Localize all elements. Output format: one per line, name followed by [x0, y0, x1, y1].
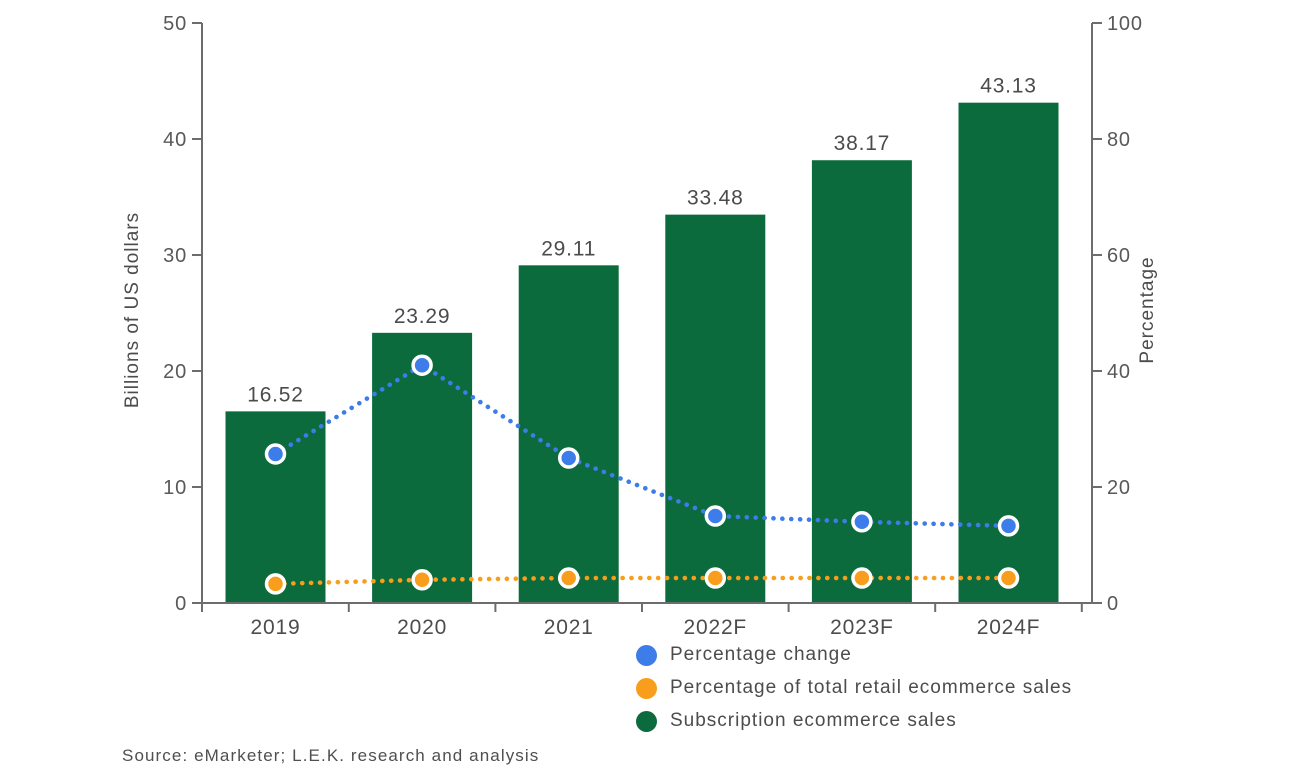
bar-value-label-2024F: 43.13 [980, 75, 1037, 98]
y-right-tick-label: 0 [1107, 593, 1119, 615]
bar-2020 [372, 332, 473, 603]
marker-2021 [557, 447, 580, 469]
bar-value-label-2021: 29.11 [541, 237, 596, 260]
y-left-tick-label: 10 [163, 477, 187, 499]
legend-item: Subscription ecommerce sales [636, 710, 1072, 732]
x-category-label-2024F: 2024F [977, 616, 1041, 639]
y-right-tick-label: 80 [1107, 129, 1131, 151]
marker-2019 [264, 443, 287, 465]
legend-item: Percentage of total retail ecommerce sal… [636, 677, 1072, 699]
y-left-tick-label: 40 [163, 129, 187, 151]
legend-item: Percentage change [636, 644, 1072, 666]
bar-value-label-2019: 16.52 [247, 383, 304, 406]
y-left-tick-label: 0 [175, 593, 187, 615]
marker-2024F [997, 515, 1020, 537]
marker-2023F [851, 511, 873, 533]
marker-2024F [997, 567, 1020, 589]
left-axis-title: Billions of US dollars [122, 212, 143, 408]
legend-swatch-icon [636, 710, 657, 732]
y-right-tick-label: 60 [1107, 245, 1131, 267]
marker-2022F [704, 567, 727, 589]
line-series-pct-of-retail-ecommerce [273, 575, 1011, 587]
y-right-tick-label: 100 [1107, 13, 1143, 35]
marker-2020 [411, 354, 433, 376]
legend-label: Percentage change [670, 644, 852, 665]
legend-swatch-icon [636, 644, 657, 666]
legend-swatch-icon [636, 677, 657, 699]
right-axis-title: Percentage [1137, 256, 1158, 363]
x-category-label-2022F: 2022F [684, 616, 748, 639]
marker-2019 [264, 573, 287, 595]
marker-2020 [411, 569, 433, 591]
marker-2022F [704, 505, 727, 527]
x-category-label-2023F: 2023F [830, 616, 894, 639]
x-category-label-2019: 2019 [251, 616, 301, 639]
source-note: Source: eMarketer; L.E.K. research and a… [122, 746, 540, 765]
x-category-label-2021: 2021 [544, 616, 594, 639]
bar-2021 [518, 265, 619, 603]
marker-2021 [557, 567, 580, 589]
bar-2022F [665, 214, 766, 603]
y-right-tick-label: 20 [1107, 477, 1131, 499]
bar-value-label-2022F: 33.48 [687, 187, 744, 210]
bar-value-label-2023F: 38.17 [834, 132, 891, 155]
y-left-tick-label: 50 [163, 13, 187, 35]
marker-2023F [851, 567, 873, 589]
chart-legend: Percentage change Percentage of total ret… [636, 644, 1072, 732]
y-right-tick-label: 40 [1107, 361, 1131, 383]
x-category-label-2020: 2020 [397, 616, 447, 639]
line-series-percentage-change [273, 362, 1011, 529]
legend-label: Subscription ecommerce sales [670, 710, 957, 731]
y-left-tick-label: 20 [163, 361, 187, 383]
y-left-tick-label: 30 [163, 245, 187, 267]
legend-label: Percentage of total retail ecommerce sal… [670, 677, 1073, 698]
bar-2023F [811, 160, 912, 603]
bar-value-label-2020: 23.29 [394, 305, 451, 328]
